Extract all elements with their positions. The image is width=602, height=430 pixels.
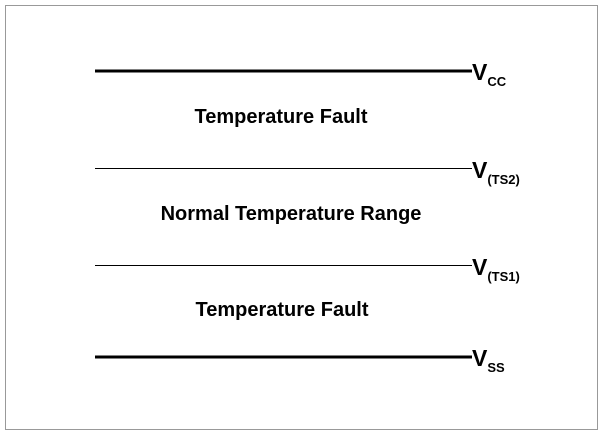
region-label: Temperature Fault xyxy=(195,106,368,128)
level-label: V(TS1) xyxy=(472,254,520,284)
level-label: VSS xyxy=(472,345,505,375)
level-label: V(TS2) xyxy=(472,157,520,187)
level-subscript: CC xyxy=(487,74,506,89)
level-subscript: (TS1) xyxy=(487,269,520,284)
region-label: Normal Temperature Range xyxy=(161,203,422,225)
frame xyxy=(5,5,598,430)
level-subscript: SS xyxy=(487,360,505,375)
level-symbol: V xyxy=(472,345,488,371)
region-label: Temperature Fault xyxy=(196,299,369,321)
level-symbol: V xyxy=(472,254,488,280)
level-subscript: (TS2) xyxy=(487,172,520,187)
level-label: VCC xyxy=(472,59,507,89)
level-symbol: V xyxy=(472,157,488,183)
level-symbol: V xyxy=(472,59,488,85)
